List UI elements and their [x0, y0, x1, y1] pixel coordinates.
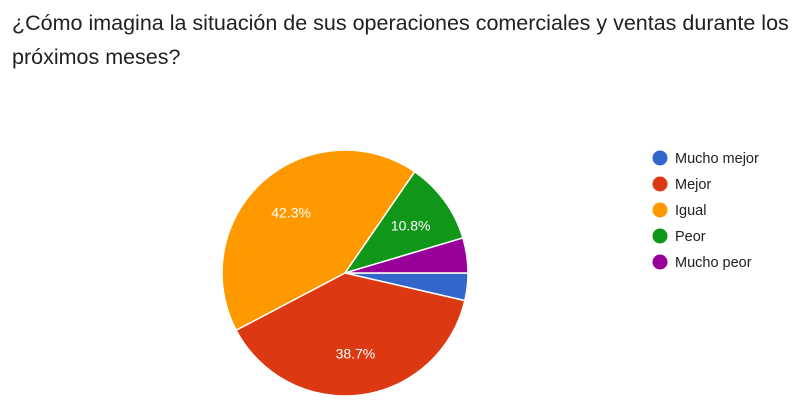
legend-label: Peor — [675, 229, 706, 245]
chart-legend: Mucho mejor Mejor Igual Peor Mucho peor — [652, 150, 759, 272]
legend-swatch — [652, 254, 668, 270]
legend-item-mejor[interactable]: Mejor — [652, 176, 712, 194]
legend-label: Mejor — [675, 177, 711, 193]
pie-slice-mejor[interactable] — [235, 272, 466, 397]
pie-slices — [221, 149, 469, 397]
pie-slice-mucho-peor[interactable] — [344, 237, 469, 274]
question-title: ¿Cómo imagina la situación de sus operac… — [12, 11, 789, 69]
pie-slice-peor[interactable] — [343, 170, 464, 275]
legend-swatch — [652, 228, 668, 244]
slice-label-peor: 10.8% — [391, 217, 431, 233]
pie-slice-labels: 38.7% 42.3% 10.8% — [271, 204, 430, 361]
slice-label-mejor: 38.7% — [336, 346, 376, 362]
legend-label: Mucho peor — [675, 255, 752, 271]
pie-slice-igual[interactable] — [221, 149, 416, 332]
legend-swatch — [652, 202, 668, 218]
legend-swatch — [652, 176, 668, 192]
legend-item-igual[interactable]: Igual — [652, 202, 707, 220]
legend-label: Igual — [675, 203, 706, 219]
legend-item-mucho-peor[interactable]: Mucho peor — [652, 254, 752, 272]
legend-item-peor[interactable]: Peor — [652, 228, 706, 246]
legend-swatch — [652, 150, 668, 166]
legend-label: Mucho mejor — [675, 151, 759, 167]
slice-label-igual: 42.3% — [271, 204, 311, 220]
legend-item-mucho-mejor[interactable]: Mucho mejor — [652, 150, 759, 168]
